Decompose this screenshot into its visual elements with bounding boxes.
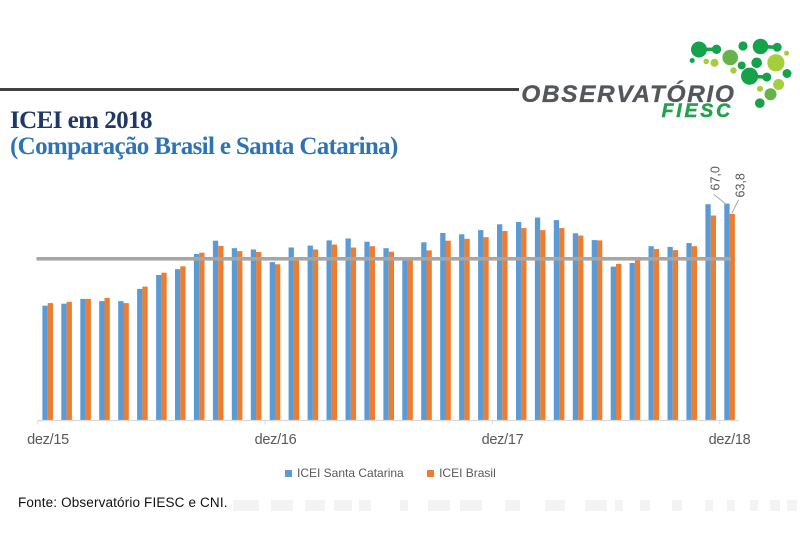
svg-text:67,0: 67,0: [709, 166, 723, 190]
svg-text:63,8: 63,8: [734, 173, 748, 197]
